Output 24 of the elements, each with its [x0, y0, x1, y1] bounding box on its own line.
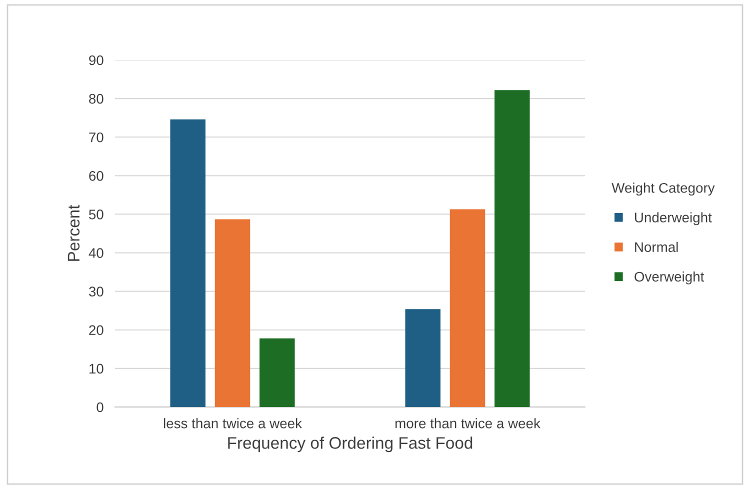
x-tick-label: less than twice a week — [164, 418, 302, 428]
legend-label: Normal — [635, 242, 678, 252]
y-tick-label: 50 — [88, 210, 104, 220]
bar — [170, 119, 206, 407]
x-tick-label: more than twice a week — [395, 418, 540, 428]
y-tick-label: 20 — [89, 325, 104, 336]
legend-title: Weight Category — [612, 182, 715, 196]
y-tick-label: 70 — [89, 132, 104, 142]
bar — [214, 219, 250, 407]
y-tick-label: 40 — [88, 248, 104, 258]
x-axis-title: Frequency of Ordering Fast Food — [228, 436, 472, 452]
bar — [450, 209, 486, 407]
y-tick-label: 0 — [96, 402, 104, 412]
y-tick-label: 30 — [88, 286, 104, 297]
bar — [260, 338, 295, 407]
bar — [494, 90, 530, 407]
bar — [405, 309, 440, 407]
y-tick-label: 90 — [89, 55, 104, 66]
legend-label: Underweight — [635, 212, 712, 226]
y-tick-label: 80 — [89, 94, 104, 104]
y-tick-label: 10 — [90, 364, 104, 374]
legend-label: Overweight — [634, 271, 704, 284]
y-tick-label: 60 — [89, 171, 104, 181]
y-axis-title: Percent — [68, 204, 80, 261]
